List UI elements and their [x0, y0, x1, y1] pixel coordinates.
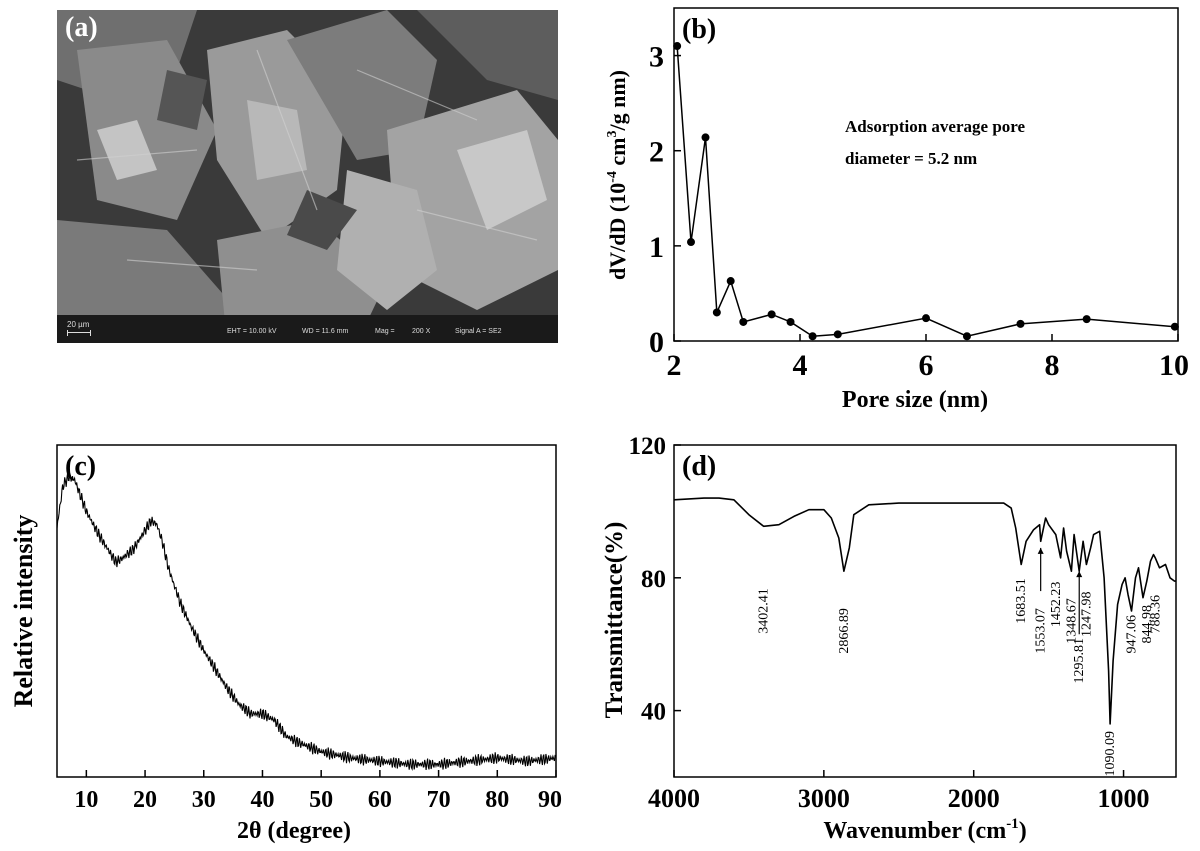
y-axis-label-c: Relative intensity	[9, 515, 38, 708]
x-tick-label-b: 8	[1045, 349, 1060, 382]
x-tick-label-c: 10	[74, 787, 98, 813]
x-tick-label-c: 60	[368, 787, 392, 813]
sem-eht: EHT = 10.00 kV	[227, 328, 277, 335]
y-tick-label-b: 3	[649, 41, 664, 74]
series-b: 2 4 6 8 10 0 1 2 3	[649, 41, 1189, 382]
x-tick-label-d: 4000	[648, 784, 700, 813]
y-tick-label-b: 2	[649, 136, 664, 169]
data-point-b	[726, 277, 735, 286]
peak-label: 1683.51	[1014, 578, 1029, 624]
x-axis-label-d: Wavenumber (cm-1)	[823, 816, 1026, 844]
peak-label: 1295.81	[1072, 638, 1087, 684]
peak-label: 2866.89	[837, 608, 852, 654]
x-tick-label-b: 4	[793, 349, 808, 382]
y-tick-label-b: 0	[649, 326, 664, 359]
series-line-c	[56, 473, 556, 772]
y-axis-label-d: Transmittance(%)	[601, 522, 628, 719]
y-tick-label-b: 1	[649, 231, 664, 264]
y-tick-label-d: 40	[641, 699, 666, 726]
peak-label: 947.06	[1125, 615, 1140, 654]
pore-annotation-line1: Adsorption average pore	[845, 117, 1026, 136]
data-point-b	[739, 317, 748, 326]
peak-label: 1348.67	[1064, 598, 1079, 644]
peak-label: 1553.07	[1034, 608, 1049, 654]
series-c: 10 20 30 40 50 60 70 80 90	[56, 473, 562, 813]
x-tick-label-d: 3000	[798, 784, 850, 813]
sem-mag-label: Mag =	[375, 328, 395, 335]
sem-signal: Signal A = SE2	[455, 328, 502, 335]
data-point-b	[962, 332, 971, 341]
x-tick-label-c: 50	[309, 787, 333, 813]
scale-bar	[67, 330, 91, 336]
peak-arrowhead	[1076, 571, 1083, 578]
scale-bar-label: 20 µm	[67, 320, 90, 329]
y-axis-b-exp2: 3	[605, 131, 620, 138]
y-axis-b-exp1: -4	[605, 171, 620, 183]
x-tick-label-c: 90	[538, 787, 562, 813]
panel-label-a: (a)	[65, 12, 98, 43]
x-axis-label-b: Pore size (nm)	[842, 387, 988, 413]
sem-wd: WD = 11.6 mm	[302, 328, 349, 335]
x-tick-label-c: 20	[133, 787, 157, 813]
pore-annotation-line2: diameter = 5.2 nm	[845, 149, 977, 168]
data-point-b	[808, 332, 817, 341]
x-tick-label-c: 30	[192, 787, 216, 813]
x-axis-label-c: 2θ (degree)	[237, 818, 351, 844]
data-point-b	[701, 133, 710, 142]
x-tick-label-c: 80	[485, 787, 509, 813]
x-tick-label-d: 1000	[1098, 784, 1150, 813]
data-point-b	[673, 42, 682, 51]
peak-arrowhead	[1037, 547, 1044, 554]
sem-mag-value: 200 X	[412, 328, 431, 335]
y-tick-label-d: 80	[641, 566, 666, 593]
data-point-b	[1170, 322, 1179, 331]
data-point-b	[712, 308, 721, 317]
x-axis-d-exp: -1	[1006, 816, 1019, 832]
data-point-b	[687, 238, 696, 247]
data-point-b	[1082, 315, 1091, 324]
data-point-b	[767, 310, 776, 319]
x-tick-label-d: 2000	[948, 784, 1000, 813]
panel-label-d: (d)	[682, 451, 716, 482]
peak-label: 1090.09	[1103, 731, 1118, 777]
x-tick-label-c: 40	[250, 787, 274, 813]
peak-label: 844.98	[1140, 605, 1155, 644]
data-point-b	[786, 317, 795, 326]
data-point-b	[922, 314, 930, 323]
peak-label: 788.36	[1148, 595, 1163, 634]
series-d: 4000 3000 2000 1000 40 80 120 3402.41 2866.89 168…	[629, 433, 1176, 813]
plot-frame-d	[673, 444, 1177, 778]
sem-micrograph: (a) 20 µm EHT = 10.00 kV WD = 11.6 mm Ma…	[57, 10, 558, 343]
x-tick-label-b: 6	[919, 349, 934, 382]
x-tick-label-c: 70	[427, 787, 451, 813]
series-line-d	[673, 497, 1176, 725]
sem-info-bar: 20 µm EHT = 10.00 kV WD = 11.6 mm Mag = …	[57, 315, 558, 343]
x-tick-label-b: 2	[667, 349, 682, 382]
x-tick-label-b: 10	[1159, 349, 1189, 382]
panel-label-b: (b)	[682, 14, 716, 45]
data-point-b	[1016, 319, 1025, 328]
data-point-b	[833, 330, 842, 339]
peak-label: 1247.98	[1079, 592, 1094, 638]
plot-frame-c	[56, 444, 557, 778]
peak-label: 1452.23	[1049, 582, 1064, 628]
peak-label: 3402.41	[757, 588, 772, 634]
sem-texture	[57, 10, 558, 343]
y-tick-label-d: 120	[629, 433, 667, 460]
